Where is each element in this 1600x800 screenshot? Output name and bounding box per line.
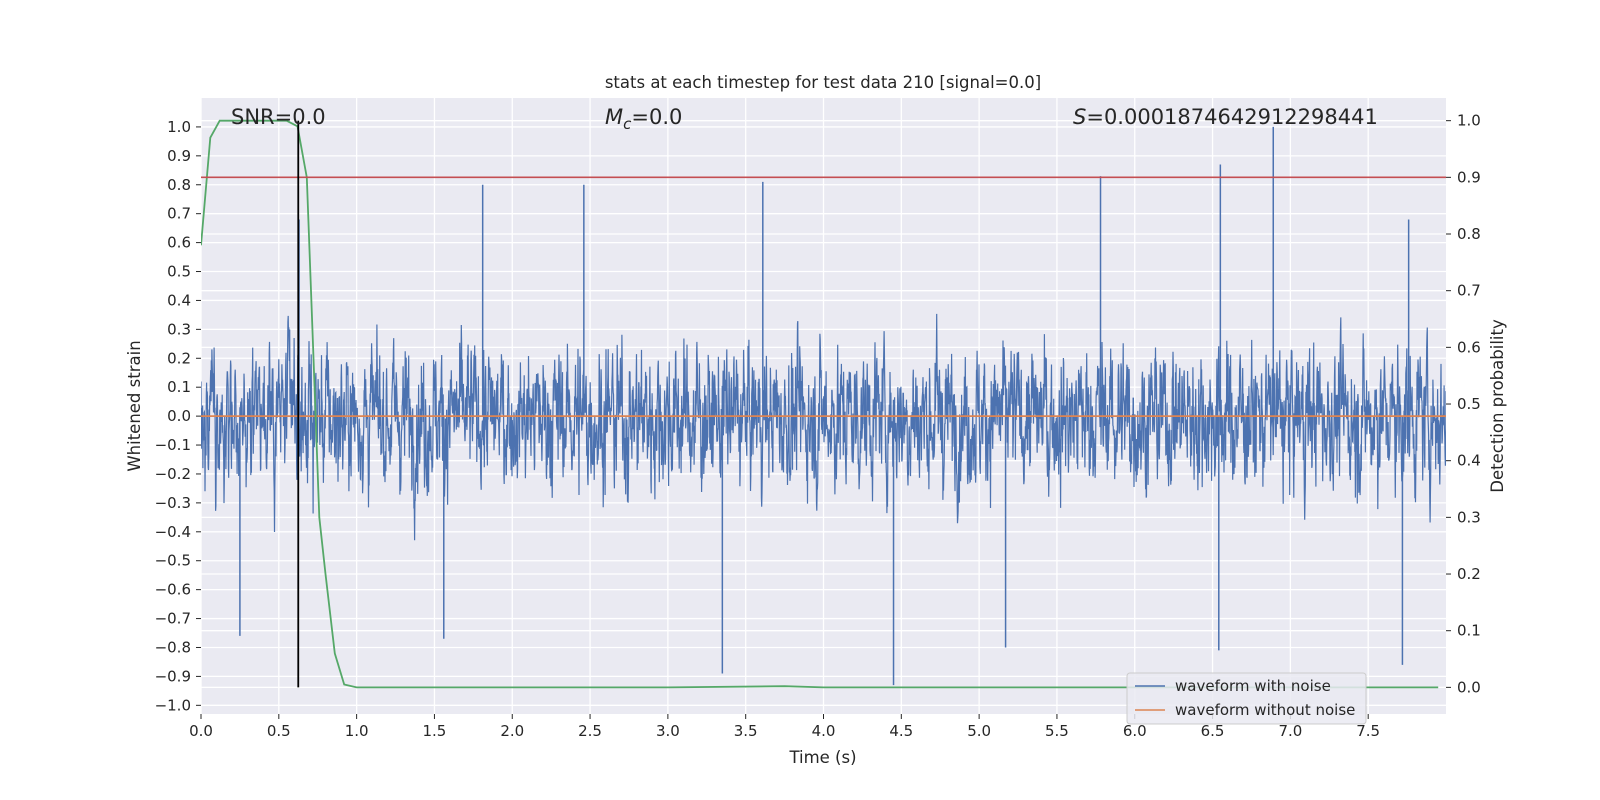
y-tick-label: −0.2 (155, 465, 191, 483)
s-annotation: S=0.0001874642912298441 (1073, 105, 1378, 129)
y-tick-label: 0.4 (167, 291, 191, 309)
y-tick-label: −0.7 (155, 610, 191, 628)
y-tick-label: 0.2 (167, 349, 191, 367)
chirp-mass-symbol: M (605, 105, 623, 129)
x-tick-label: 2.5 (578, 722, 602, 740)
y2-tick-label: 0.4 (1457, 452, 1481, 470)
detection-probability-line (201, 119, 1439, 689)
x-tick-label: 1.5 (423, 722, 447, 740)
legend-label-noise: waveform with noise (1175, 677, 1331, 695)
y2-tick-label: 0.1 (1457, 622, 1481, 640)
legend: waveform with noise waveform without noi… (1126, 672, 1367, 725)
x-tick-label: 5.0 (967, 722, 991, 740)
snr-annotation: SNR=0.0 (231, 105, 326, 129)
y-tick-label: 0.7 (167, 205, 191, 223)
y-tick-label: 0.5 (167, 263, 191, 281)
y2-tick-label: 0.0 (1457, 678, 1481, 696)
y-tick-label: −0.4 (155, 523, 191, 541)
series-layer (201, 119, 1446, 689)
y-tick-label: 0.8 (167, 176, 191, 194)
y2-tick-label: 0.9 (1457, 168, 1481, 186)
y2-tick-label: 0.3 (1457, 508, 1481, 526)
x-tick-label: 6.5 (1201, 722, 1225, 740)
chart-title: stats at each timestep for test data 210… (605, 73, 1041, 92)
y2-tick-label: 0.8 (1457, 225, 1481, 243)
x-tick-label: 7.0 (1278, 722, 1302, 740)
y2-tick-label: 1.0 (1457, 112, 1481, 130)
x-tick-label: 1.0 (345, 722, 369, 740)
x-axis-label: Time (s) (788, 748, 856, 767)
y-tick-label: 0.3 (167, 320, 191, 338)
x-tick-label: 5.5 (1045, 722, 1069, 740)
y-tick-label: 0.1 (167, 378, 191, 396)
x-tick-label: 6.0 (1123, 722, 1147, 740)
y-tick-label: 1.0 (167, 118, 191, 136)
x-tick-label: 3.5 (734, 722, 758, 740)
y2-tick-labels: 0.0 0.1 0.2 0.3 0.4 0.5 0.6 0.7 0.8 0.9 1.0 (1446, 112, 1481, 696)
y2-tick-label: 0.5 (1457, 395, 1481, 413)
y-tick-label: 0.9 (167, 147, 191, 165)
chirp-mass-subscript: c (623, 115, 632, 133)
y-tick-label: −0.5 (155, 552, 191, 570)
s-symbol: S (1073, 105, 1086, 129)
y-tick-label: 0.0 (167, 407, 191, 425)
y-tick-label: −0.3 (155, 494, 191, 512)
y2-tick-label: 0.6 (1457, 338, 1481, 356)
y-tick-label: −1.0 (155, 696, 191, 714)
x-tick-label: 0.0 (189, 722, 213, 740)
y-tick-label: 0.6 (167, 234, 191, 252)
y-tick-label: −0.6 (155, 581, 191, 599)
x-tick-label: 7.5 (1356, 722, 1380, 740)
x-tick-label: 3.0 (656, 722, 680, 740)
y2-tick-label: 0.7 (1457, 282, 1481, 300)
x-tick-label: 4.5 (889, 722, 913, 740)
noise-waveform-line (201, 313, 1446, 541)
chirp-mass-annotation: Mc=0.0 (605, 105, 682, 133)
legend-box (1126, 672, 1367, 725)
s-value: =0.0001874642912298441 (1086, 105, 1378, 129)
x-tick-labels: 0.0 0.5 1.0 1.5 2.0 2.5 3.0 3.5 4.0 4.5 5.0 5.5 6.0 6… (189, 714, 1380, 740)
y2-tick-label: 0.2 (1457, 565, 1481, 583)
x-tick-label: 0.5 (267, 722, 291, 740)
x-tick-label: 4.0 (812, 722, 836, 740)
y-tick-label: −0.9 (155, 667, 191, 685)
y-axis-label: Whitened strain (125, 340, 144, 471)
x-tick-label: 2.0 (500, 722, 524, 740)
y-tick-labels: 1.0 0.9 0.8 0.7 0.6 0.5 0.4 0.3 0.2 0.1 0.0 −0.1 −0.… (155, 118, 201, 714)
y2-axis-label: Detection probability (1488, 319, 1507, 493)
y-tick-label: −0.8 (155, 638, 191, 656)
y-tick-label: −0.1 (155, 436, 191, 454)
legend-label-clean: waveform without noise (1175, 701, 1355, 719)
chirp-mass-value: =0.0 (631, 105, 682, 129)
